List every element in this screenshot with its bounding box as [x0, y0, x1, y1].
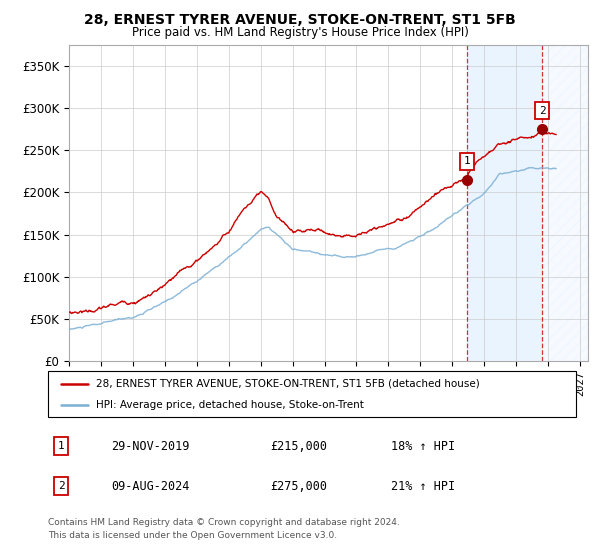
Text: £275,000: £275,000: [270, 480, 327, 493]
Text: 2: 2: [58, 481, 65, 491]
Text: £215,000: £215,000: [270, 440, 327, 452]
Text: 1: 1: [464, 156, 470, 166]
FancyBboxPatch shape: [48, 371, 576, 417]
Text: 2: 2: [539, 106, 545, 115]
Text: 28, ERNEST TYRER AVENUE, STOKE-ON-TRENT, ST1 5FB: 28, ERNEST TYRER AVENUE, STOKE-ON-TRENT,…: [84, 13, 516, 27]
Text: Contains HM Land Registry data © Crown copyright and database right 2024.
This d: Contains HM Land Registry data © Crown c…: [48, 518, 400, 539]
Text: Price paid vs. HM Land Registry's House Price Index (HPI): Price paid vs. HM Land Registry's House …: [131, 26, 469, 39]
Bar: [542, 45, 588, 361]
Bar: [467, 45, 542, 361]
Text: 09-AUG-2024: 09-AUG-2024: [112, 480, 190, 493]
Text: 28, ERNEST TYRER AVENUE, STOKE-ON-TRENT, ST1 5FB (detached house): 28, ERNEST TYRER AVENUE, STOKE-ON-TRENT,…: [95, 379, 479, 389]
Text: 1: 1: [58, 441, 65, 451]
Text: 18% ↑ HPI: 18% ↑ HPI: [391, 440, 455, 452]
Text: 29-NOV-2019: 29-NOV-2019: [112, 440, 190, 452]
Text: HPI: Average price, detached house, Stoke-on-Trent: HPI: Average price, detached house, Stok…: [95, 400, 364, 410]
Text: 21% ↑ HPI: 21% ↑ HPI: [391, 480, 455, 493]
